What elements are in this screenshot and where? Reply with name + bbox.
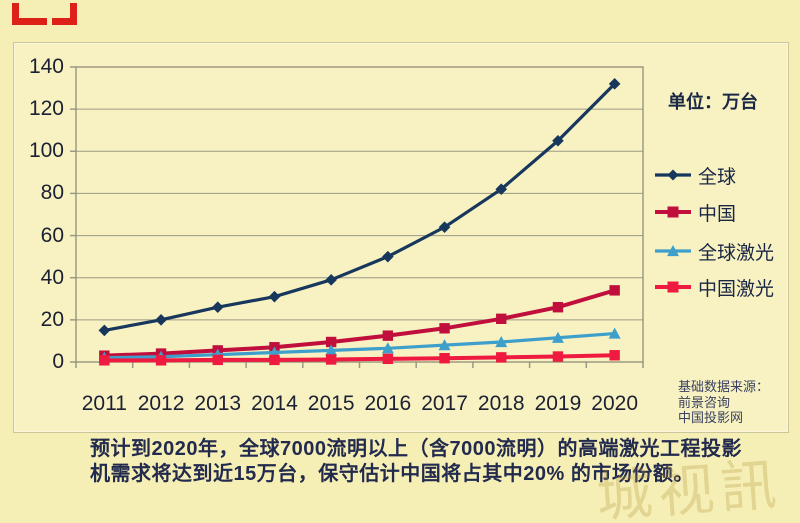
data-point-triangle	[438, 339, 451, 351]
data-point-triangle	[325, 344, 338, 356]
legend-marker-icon	[655, 169, 691, 181]
data-point-square	[99, 355, 110, 366]
legend-label: 全球	[698, 166, 737, 188]
data-point-triangle	[608, 327, 621, 339]
data-point-diamond	[438, 221, 451, 233]
data-point-square	[552, 351, 564, 362]
data-source-line: 基础数据来源：	[678, 379, 770, 394]
data-point-diamond	[98, 324, 111, 337]
x-axis-label: 2015	[307, 392, 355, 415]
chart-panel	[13, 42, 789, 433]
y-axis-label: 40	[40, 265, 64, 289]
corner-red-mark-right	[52, 3, 77, 25]
data-point-diamond	[325, 274, 337, 286]
data-point-diamond	[268, 290, 281, 303]
x-axis-label: 2013	[194, 392, 242, 415]
legend-item-中国激光: 中国激光	[654, 275, 775, 300]
x-axis-label: 2012	[137, 392, 185, 415]
series-line-中国	[102, 288, 617, 358]
x-axis-label: 2017	[421, 392, 468, 415]
caption-text: 预计到2020年，全球7000流明以上（含7000流明）的高端激光工程投影 机需…	[90, 437, 770, 487]
unit-label: 单位：万台	[668, 92, 758, 112]
legend-marker-icon	[655, 281, 691, 293]
x-axis-label: 2019	[534, 392, 582, 415]
data-source-line: 中国投影网	[678, 410, 744, 425]
data-point-square	[439, 323, 450, 334]
data-point-square	[382, 330, 394, 341]
data-point-square	[609, 350, 620, 361]
y-axis-label: 120	[28, 97, 64, 121]
x-axis-label: 2016	[364, 392, 412, 415]
data-point-diamond	[382, 250, 394, 263]
data-point-diamond	[667, 169, 679, 181]
legend-item-全球激光: 全球激光	[654, 239, 775, 264]
series-line-全球激光	[102, 331, 617, 360]
plot-border	[75, 66, 644, 363]
data-point-square	[667, 281, 679, 293]
caption-line-2: 机需求将达到近15万台，保守估计中国将占其中20% 的市场份额。	[90, 463, 694, 485]
y-axis-label: 140	[28, 55, 64, 78]
data-point-triangle	[551, 331, 564, 343]
y-axis-label: 0	[52, 350, 64, 373]
y-axis-label: 80	[40, 181, 64, 205]
data-point-square	[609, 285, 620, 296]
legend-item-全球: 全球	[654, 163, 737, 188]
data-point-diamond	[155, 314, 167, 326]
data-source-note: 基础数据来源： 前景咨询 中国投影网	[678, 379, 769, 426]
data-point-square	[155, 355, 167, 366]
data-point-square	[212, 354, 223, 366]
caption-line-1: 预计到2020年，全球7000流明以上（含7000流明）的高端激光工程投影	[90, 438, 742, 460]
data-point-triangle	[667, 245, 679, 257]
x-axis-label: 2020	[591, 392, 638, 415]
data-point-triangle	[381, 342, 394, 354]
legend-label: 中国	[698, 203, 737, 225]
data-point-square	[496, 313, 507, 325]
y-axis-label: 60	[40, 223, 64, 247]
data-point-square	[382, 353, 394, 365]
data-point-triangle	[495, 335, 508, 348]
data-point-square	[552, 302, 564, 313]
data-point-square	[269, 354, 280, 366]
legend-label: 全球激光	[698, 242, 775, 264]
x-axis-label: 2011	[81, 392, 127, 415]
data-point-square	[439, 353, 450, 364]
corner-red-mark-left	[12, 3, 47, 25]
data-point-square	[496, 352, 507, 363]
data-point-square	[325, 354, 337, 365]
data-source-line: 前景咨询	[678, 394, 731, 410]
legend-item-中国: 中国	[654, 200, 737, 225]
data-point-diamond	[608, 78, 621, 90]
series-line-全球	[102, 82, 617, 332]
data-point-square	[325, 336, 337, 348]
x-axis-label: 2018	[477, 392, 525, 415]
data-point-square	[667, 206, 679, 218]
data-point-diamond	[211, 301, 224, 314]
series-line-中国激光	[102, 353, 617, 363]
legend-marker-icon	[655, 206, 691, 218]
data-point-diamond	[552, 134, 564, 147]
legend-label: 中国激光	[698, 278, 775, 300]
x-axis-label: 2014	[251, 392, 298, 415]
data-point-diamond	[495, 183, 508, 196]
y-axis-label: 100	[28, 139, 64, 163]
y-axis-label: 20	[40, 307, 64, 331]
corner-red-mark-decoration	[12, 3, 82, 29]
legend-marker-icon	[655, 245, 691, 257]
